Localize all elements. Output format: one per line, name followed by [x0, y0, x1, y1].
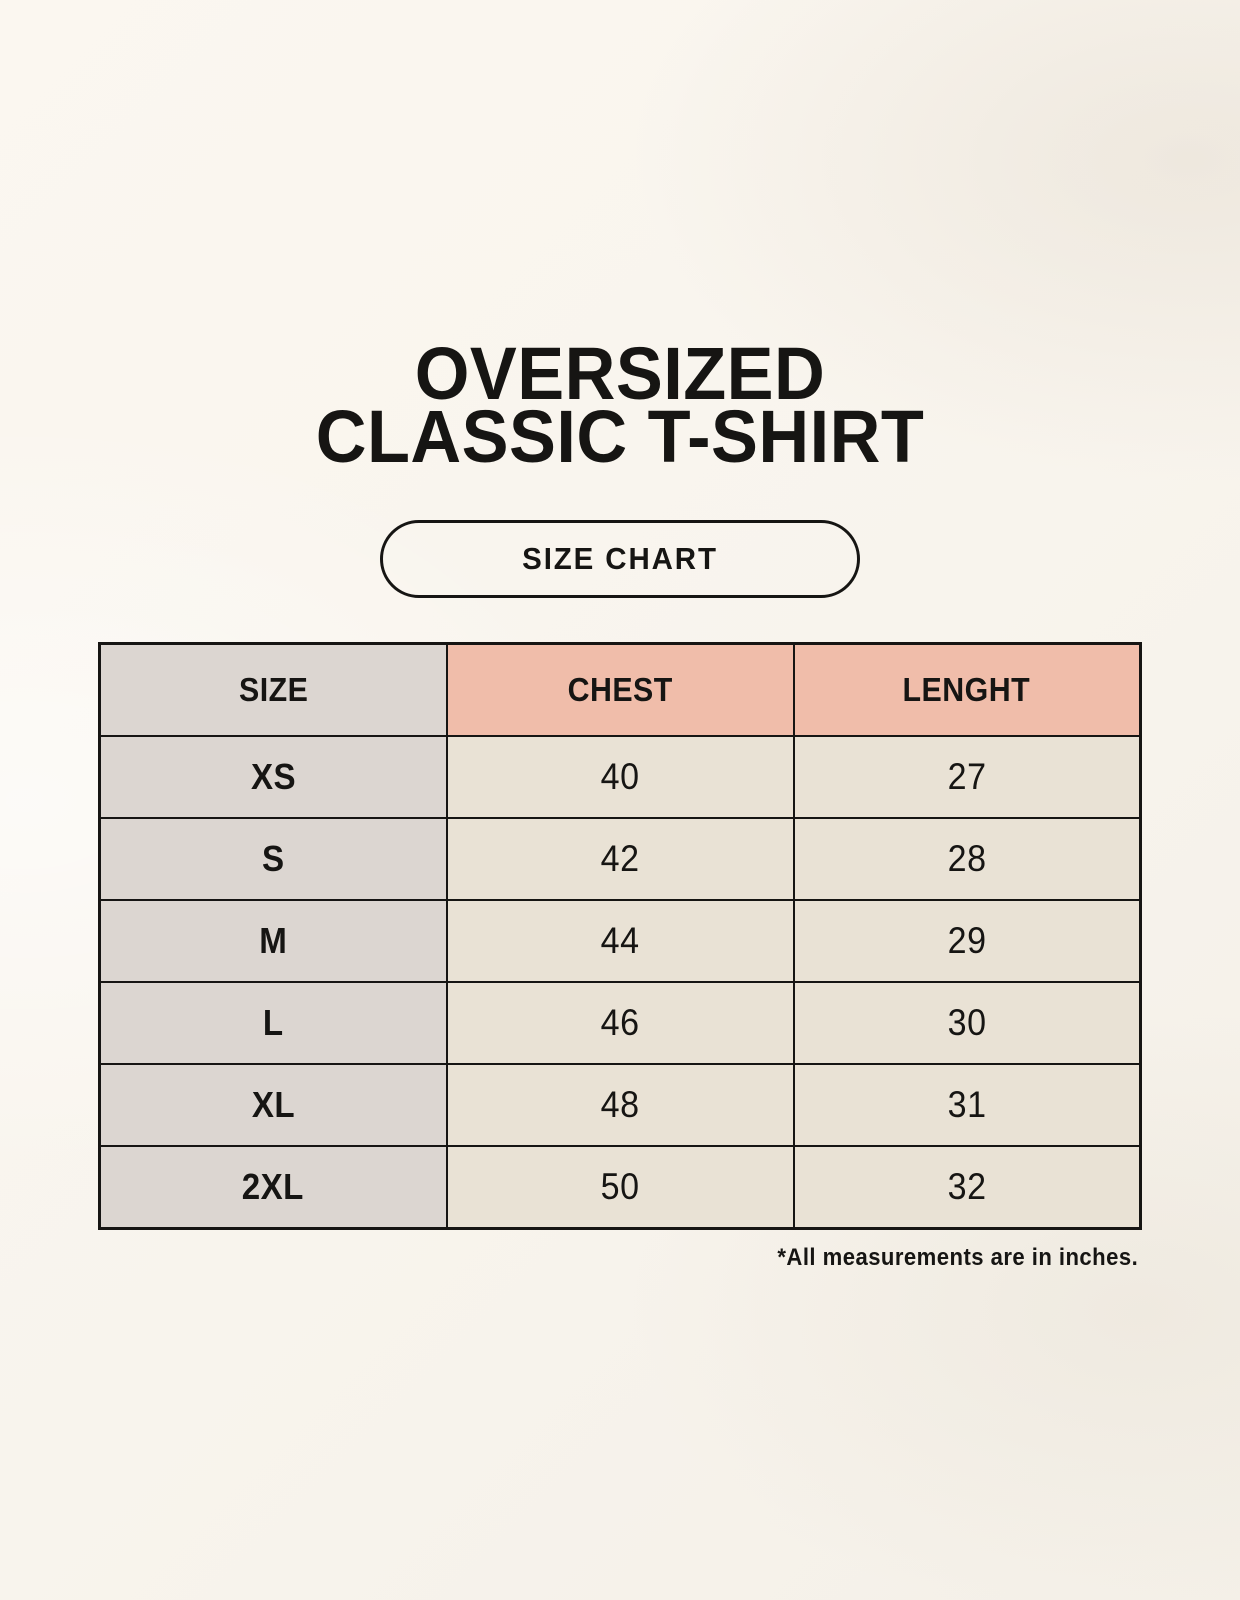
chest-cell: 46 — [445, 981, 795, 1065]
chest-value: 44 — [600, 920, 640, 961]
size-value: 2XL — [242, 1166, 305, 1207]
size-cell: M — [98, 899, 448, 983]
length-value: 30 — [947, 1002, 987, 1043]
table-row-2xl: 2XL 50 32 — [98, 1145, 1142, 1230]
length-cell: 31 — [792, 1063, 1142, 1147]
chest-value: 48 — [600, 1084, 640, 1125]
product-title-line2: CLASSIC T-SHIRT — [315, 395, 925, 478]
size-chart-page: OVERSIZED CLASSIC T-SHIRT SIZE CHART SIZ… — [98, 0, 1142, 1600]
length-cell: 28 — [792, 817, 1142, 901]
chest-cell: 48 — [445, 1063, 795, 1147]
chest-value: 50 — [600, 1166, 640, 1207]
table-row-s: S 42 28 — [98, 817, 1142, 901]
size-cell: 2XL — [98, 1145, 448, 1230]
length-cell: 29 — [792, 899, 1142, 983]
table-header-row: SIZE CHEST LENGHT — [98, 642, 1142, 737]
size-cell: XL — [98, 1063, 448, 1147]
chest-cell: 44 — [445, 899, 795, 983]
chest-cell: 50 — [445, 1145, 795, 1230]
length-value: 32 — [947, 1166, 987, 1207]
length-cell: 27 — [792, 735, 1142, 819]
chest-cell: 42 — [445, 817, 795, 901]
chest-value: 46 — [600, 1002, 640, 1043]
length-cell: 30 — [792, 981, 1142, 1065]
chest-value: 42 — [600, 838, 640, 879]
column-header-length: LENGHT — [792, 642, 1142, 737]
product-title: OVERSIZED CLASSIC T-SHIRT — [124, 332, 1116, 478]
measurements-note: *All measurements are in inches. — [746, 1244, 1138, 1272]
table-row-l: L 46 30 — [98, 981, 1142, 1065]
size-value: L — [262, 1002, 284, 1043]
column-header-size-label: SIZE — [238, 671, 308, 708]
chest-value: 40 — [600, 756, 640, 797]
product-title-line1: OVERSIZED — [414, 332, 826, 415]
size-chart-button-label: SIZE CHART — [522, 541, 718, 576]
size-chart-button[interactable]: SIZE CHART — [380, 520, 860, 598]
column-header-length-label: LENGHT — [902, 671, 1031, 708]
length-cell: 32 — [792, 1145, 1142, 1230]
column-header-size: SIZE — [98, 642, 448, 737]
length-value: 31 — [947, 1084, 987, 1125]
size-value: XL — [251, 1084, 295, 1125]
size-value: S — [261, 838, 285, 879]
table-row-xl: XL 48 31 — [98, 1063, 1142, 1147]
length-value: 28 — [947, 838, 987, 879]
chest-cell: 40 — [445, 735, 795, 819]
length-value: 27 — [947, 756, 987, 797]
size-value: M — [259, 920, 288, 961]
measurements-note-text: *All measurements are in inches. — [777, 1244, 1138, 1271]
size-chart-table: SIZE CHEST LENGHT XS 40 27 S 42 28 M 44 … — [98, 642, 1142, 1230]
length-value: 29 — [947, 920, 987, 961]
size-cell: L — [98, 981, 448, 1065]
column-header-chest: CHEST — [445, 642, 795, 737]
size-value: XS — [250, 756, 296, 797]
size-cell: XS — [98, 735, 448, 819]
table-row-xs: XS 40 27 — [98, 735, 1142, 819]
table-row-m: M 44 29 — [98, 899, 1142, 983]
size-cell: S — [98, 817, 448, 901]
column-header-chest-label: CHEST — [567, 671, 673, 708]
